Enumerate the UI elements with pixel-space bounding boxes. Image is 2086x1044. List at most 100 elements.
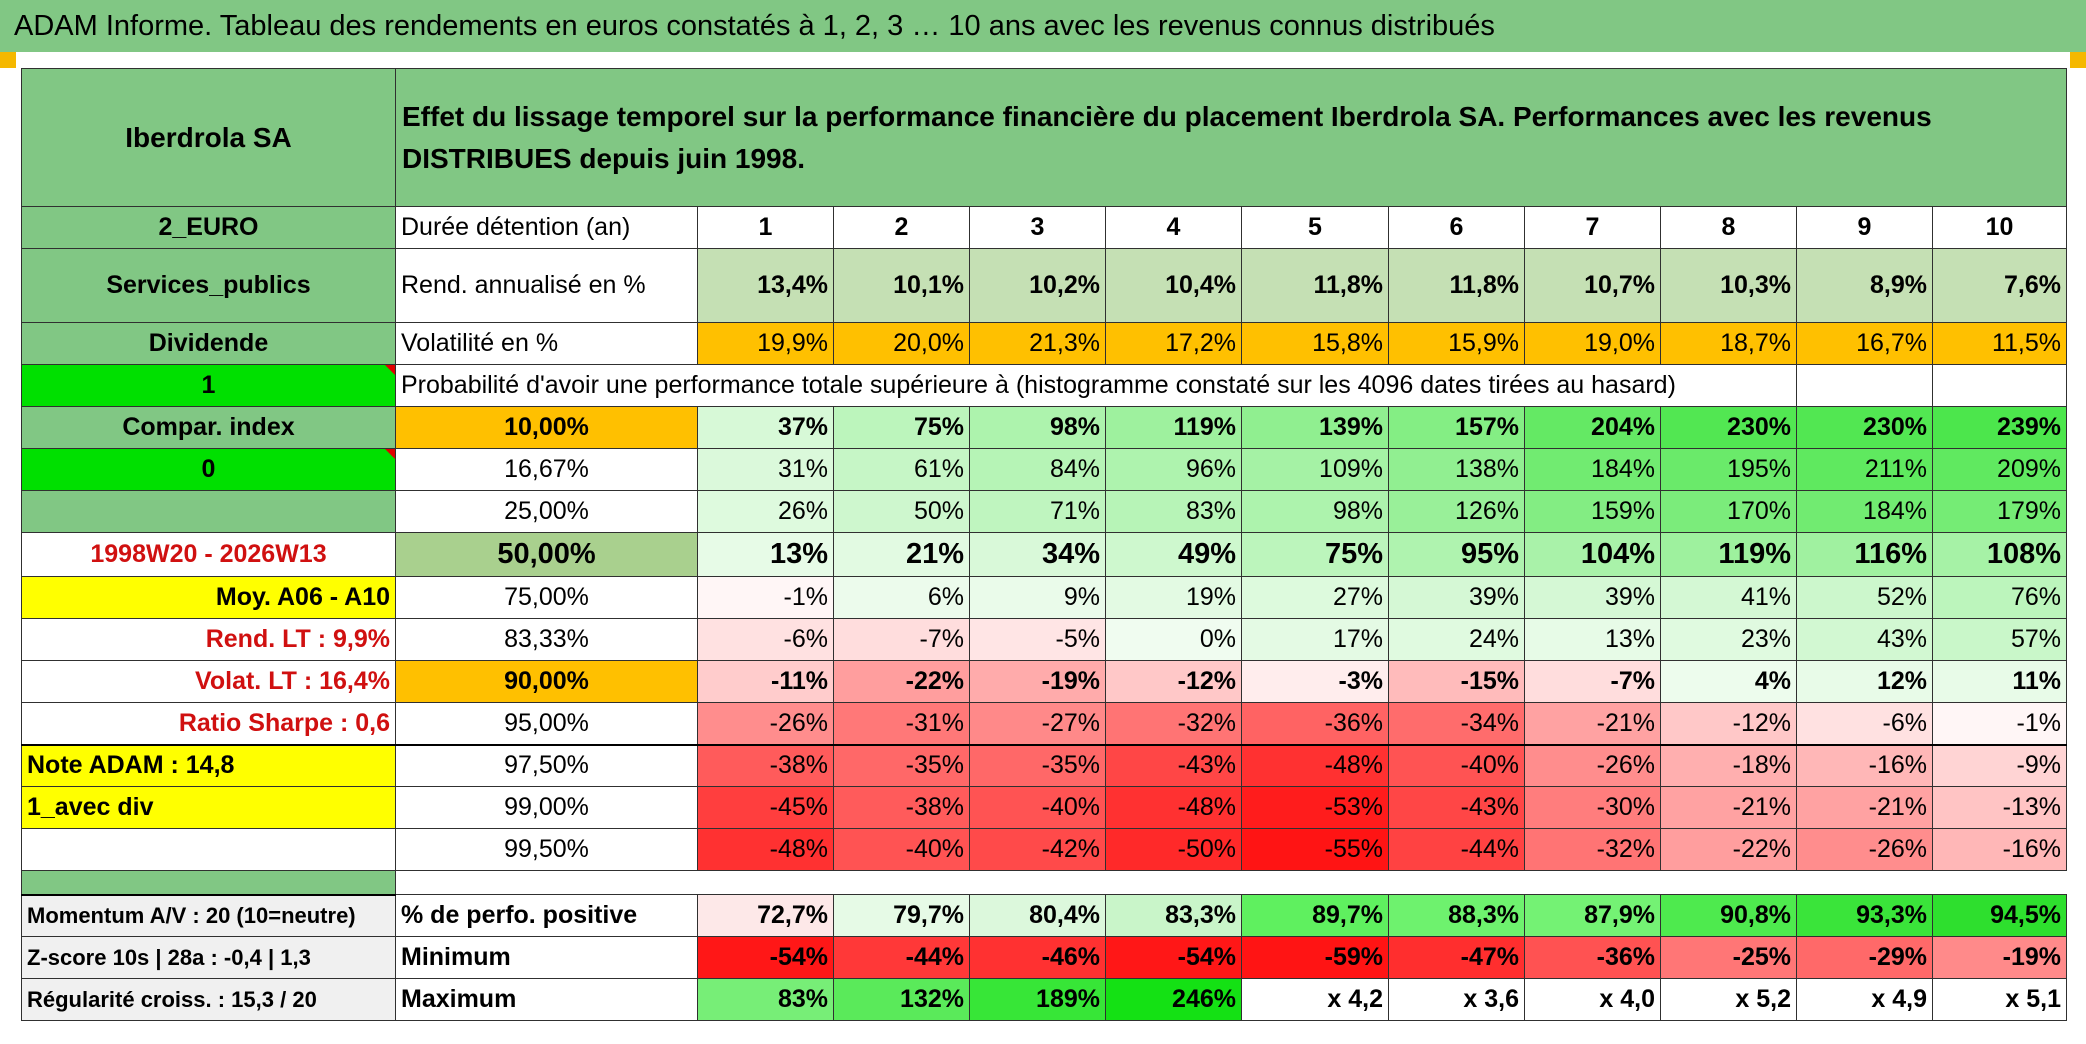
- probability-value: -1%: [697, 576, 834, 619]
- blank-cell: [21, 828, 396, 871]
- minimum-label: Minimum: [395, 936, 698, 979]
- rend-value: 8,9%: [1796, 248, 1933, 323]
- rend-lt-label: Rend. LT : 9,9%: [21, 618, 396, 661]
- probability-value: 84%: [969, 448, 1106, 491]
- vol-value: 20,0%: [833, 322, 970, 365]
- probability-threshold: 90,00%: [395, 660, 698, 703]
- probability-value: -3%: [1241, 660, 1389, 703]
- positive-performance-value: 83,3%: [1105, 894, 1242, 937]
- probability-value: -40%: [1388, 744, 1525, 787]
- probability-value: 230%: [1660, 406, 1797, 449]
- maximum-value: 83%: [697, 978, 834, 1021]
- probability-caption: Probabilité d'avoir une performance tota…: [395, 364, 1797, 407]
- probability-value: 104%: [1524, 532, 1661, 577]
- probability-value: 204%: [1524, 406, 1661, 449]
- positive-performance-value: 72,7%: [697, 894, 834, 937]
- probability-value: 49%: [1105, 532, 1242, 577]
- year-header: 3: [969, 206, 1106, 249]
- performance-table: Iberdrola SA Effet du lissage temporel s…: [21, 68, 2067, 1021]
- probability-value: -11%: [697, 660, 834, 703]
- probability-value: -26%: [1524, 744, 1661, 787]
- market-label: 2_EURO: [21, 206, 396, 249]
- probability-value: -19%: [969, 660, 1106, 703]
- table-description: Effet du lissage temporel sur la perform…: [395, 68, 2067, 207]
- probability-value: 37%: [697, 406, 834, 449]
- probability-value: -22%: [833, 660, 970, 703]
- probability-value: -1%: [1932, 702, 2067, 746]
- probability-value: -26%: [697, 702, 834, 746]
- positive-performance-value: 87,9%: [1524, 894, 1661, 937]
- probability-value: 75%: [1241, 532, 1389, 577]
- probability-value: 23%: [1660, 618, 1797, 661]
- vol-value: 19,9%: [697, 322, 834, 365]
- probability-value: 138%: [1388, 448, 1525, 491]
- rend-value: 10,2%: [969, 248, 1106, 323]
- year-header: 1: [697, 206, 834, 249]
- vol-value: 19,0%: [1524, 322, 1661, 365]
- year-header: 9: [1796, 206, 1933, 249]
- vol-value: 15,8%: [1241, 322, 1389, 365]
- probability-value: 19%: [1105, 576, 1242, 619]
- probability-value: 57%: [1932, 618, 2067, 661]
- summary-side-label: Régularité croiss. : 15,3 / 20: [21, 978, 396, 1021]
- probability-value: 230%: [1796, 406, 1933, 449]
- blank-cell: [1797, 365, 1933, 407]
- rend-value: 10,4%: [1105, 248, 1242, 323]
- probability-value: 52%: [1796, 576, 1933, 619]
- probability-value: 139%: [1241, 406, 1389, 449]
- year-header: 6: [1388, 206, 1525, 249]
- spacer-cell: [396, 871, 2067, 895]
- minimum-value: -46%: [969, 936, 1106, 979]
- vol-value: 17,2%: [1105, 322, 1242, 365]
- sharpe-label: Ratio Sharpe : 0,6: [21, 702, 396, 746]
- blank-cell: [1932, 364, 2067, 407]
- positive-performance-value: 93,3%: [1796, 894, 1933, 937]
- probability-value: -5%: [969, 618, 1106, 661]
- probability-value: -38%: [833, 786, 970, 829]
- minimum-value: -29%: [1796, 936, 1933, 979]
- probability-value: -42%: [969, 828, 1106, 871]
- positive-performance-value: 88,3%: [1388, 894, 1525, 937]
- corner-marker: [2070, 52, 2086, 68]
- probability-value: 31%: [697, 448, 834, 491]
- probability-value: 98%: [969, 406, 1106, 449]
- compar-index-label: Compar. index: [21, 406, 396, 449]
- probability-value: -27%: [969, 702, 1106, 746]
- probability-value: 12%: [1796, 660, 1933, 703]
- probability-value: 119%: [1660, 532, 1797, 577]
- probability-value: 50%: [833, 490, 970, 533]
- probability-value: 109%: [1241, 448, 1389, 491]
- probability-threshold: 16,67%: [395, 448, 698, 491]
- minimum-value: -59%: [1241, 936, 1389, 979]
- year-header: 2: [833, 206, 970, 249]
- probability-value: -7%: [1524, 660, 1661, 703]
- note-adam-label: Note ADAM : 14,8: [21, 744, 396, 787]
- probability-value: -26%: [1796, 828, 1933, 871]
- probability-value: -32%: [1105, 702, 1242, 746]
- probability-value: 239%: [1932, 406, 2067, 449]
- probability-value: 4%: [1660, 660, 1797, 703]
- probability-value: -9%: [1932, 744, 2067, 787]
- rend-value: 13,4%: [697, 248, 834, 323]
- vol-value: 15,9%: [1388, 322, 1525, 365]
- probability-value: 24%: [1388, 618, 1525, 661]
- probability-value: -53%: [1241, 786, 1389, 829]
- probability-value: 21%: [833, 532, 970, 577]
- probability-value: 195%: [1660, 448, 1797, 491]
- probability-value: 13%: [1524, 618, 1661, 661]
- probability-value: -31%: [833, 702, 970, 746]
- sector-label: Services_publics: [21, 248, 396, 323]
- avec-div-label: 1_avec div: [21, 786, 396, 829]
- report-title: ADAM Informe. Tableau des rendements en …: [0, 0, 2086, 52]
- maximum-value: x 4,9: [1796, 978, 1933, 1021]
- probability-value: -43%: [1105, 744, 1242, 787]
- probability-value: 98%: [1241, 490, 1389, 533]
- probability-value: 26%: [697, 490, 834, 533]
- rend-value: 10,7%: [1524, 248, 1661, 323]
- probability-value: 71%: [969, 490, 1106, 533]
- probability-value: -40%: [969, 786, 1106, 829]
- positive-performance-value: 90,8%: [1660, 894, 1797, 937]
- probability-value: -48%: [1105, 786, 1242, 829]
- maximum-value: x 4,2: [1241, 978, 1389, 1021]
- summary-side-label: Momentum A/V : 20 (10=neutre): [21, 894, 396, 937]
